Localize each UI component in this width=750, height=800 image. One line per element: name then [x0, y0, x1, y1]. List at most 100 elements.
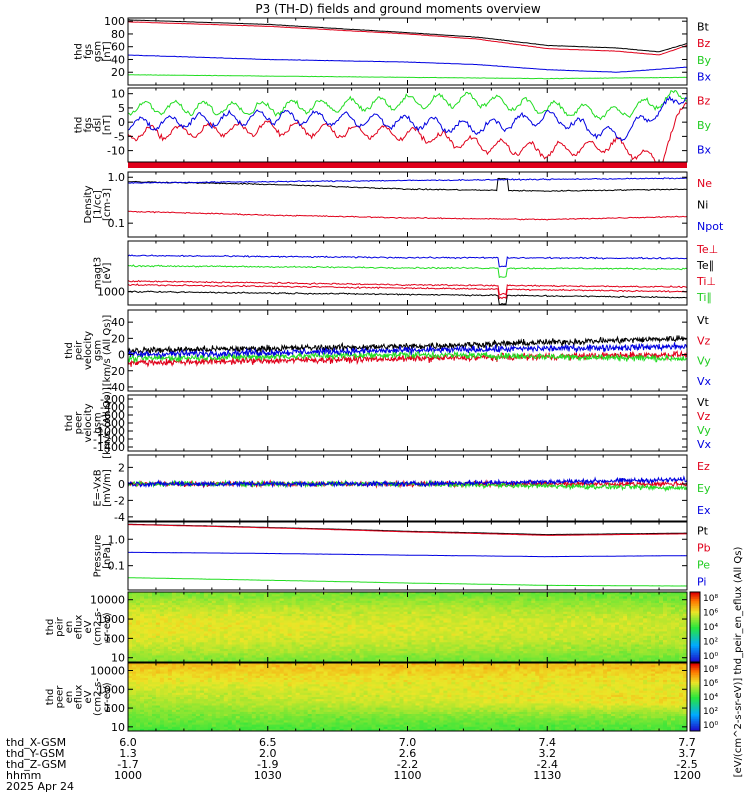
colorbar-tick-label: 10⁶ — [703, 609, 718, 619]
trace-Bz — [128, 21, 687, 56]
y-tick-label: 10 — [111, 652, 125, 665]
legend-Pt: Pt — [697, 525, 709, 538]
legend-Bx: Bx — [697, 144, 712, 157]
trace-Vy — [128, 350, 687, 364]
y-axis-label-line: thd — [45, 619, 56, 636]
x-row-value: 6.5 — [259, 736, 277, 749]
y-axis-label-line: Pressure — [93, 535, 104, 578]
y-tick-label: -400 — [100, 401, 125, 414]
panel-pressure — [128, 523, 687, 587]
colorbar — [690, 663, 700, 732]
panel-frame — [127, 240, 688, 306]
trace-Bx — [128, 54, 687, 73]
legend-Te⊥: Te⊥ — [696, 243, 718, 256]
figure-title: P3 (TH-D) fields and ground moments over… — [255, 2, 540, 16]
colorbar-tick-label: 10² — [703, 707, 718, 717]
y-tick-label: -1400 — [93, 441, 125, 454]
y-axis-label-line: E=-VxB — [93, 469, 104, 506]
y-tick-label: 10000 — [90, 664, 125, 677]
legend-Vy: Vy — [697, 424, 711, 437]
x-row-value: 7.4 — [539, 736, 557, 749]
x-row-value: 1100 — [394, 769, 422, 782]
y-tick-label: 40 — [111, 53, 125, 66]
y-axis-label-line: fgs — [83, 44, 94, 59]
legend-Vx: Vx — [697, 438, 712, 451]
trace-Pi — [128, 551, 687, 558]
spectrogram-ion_spectrogram — [128, 592, 688, 663]
legend-Npot: Npot — [697, 220, 724, 233]
y-tick-label: -600 — [100, 409, 125, 422]
y-tick-label: 100 — [104, 15, 125, 28]
y-axis-label-line: eflux — [74, 615, 85, 640]
colorbar-frame — [689, 662, 701, 732]
trace-Bz — [128, 102, 687, 162]
legend-Bx: Bx — [697, 71, 712, 84]
legend-Vz: Vz — [697, 334, 711, 347]
x-row-value: 2.0 — [259, 747, 277, 760]
red-status-bar — [128, 162, 687, 168]
x-row-value: 3.7 — [678, 747, 696, 760]
y-axis-label-line: velocity — [83, 331, 94, 370]
x-row-value: 1130 — [533, 769, 561, 782]
y-tick-label: 1000 — [97, 286, 125, 299]
colorbar-label: [eV/(cm^2-s-sr-eV)] thd_peir_en_eflux (A… — [733, 547, 744, 778]
panel-density — [128, 177, 687, 221]
legend-Pe: Pe — [697, 559, 710, 572]
x-row-value: 1000 — [114, 769, 142, 782]
colorbar-tick-label: 10² — [703, 638, 718, 648]
y-tick-label: 100 — [104, 702, 125, 715]
panel-fills — [128, 592, 700, 732]
legend-Ey: Ey — [697, 482, 711, 495]
legend-Te∥: Te∥ — [696, 259, 714, 272]
y-axis-label-line: [cm-3] — [102, 188, 113, 221]
panel-fgs_dsl — [128, 89, 687, 162]
trace-Vx — [128, 342, 687, 360]
y-axis-label-line: peer — [74, 411, 85, 435]
y-axis-label-line: thd — [64, 342, 75, 359]
panel-fgs_gsm — [128, 19, 687, 80]
y-axis-label-line: [km/s (All Qs)] — [102, 315, 113, 387]
y-axis-label-line: [eV] — [102, 263, 113, 284]
panel-efield — [128, 475, 687, 493]
x-row-label: thd_Z-GSM — [6, 758, 66, 771]
y-tick-label: 0.1 — [108, 560, 126, 573]
y-tick-label: 5 — [118, 102, 125, 115]
x-row-value: 7.7 — [678, 736, 696, 749]
x-row-value: 6.0 — [119, 736, 137, 749]
colorbar — [690, 592, 700, 663]
y-axis-label-line: eV — [83, 620, 94, 633]
x-axis-labels: thd_X-GSM 6.0 6.5 7.0 7.4 7.7 thd_Y-GSM 1.3 2.0 2… — [6, 736, 701, 793]
y-tick-label: -40 — [107, 381, 125, 394]
y-tick-label: 40 — [111, 316, 125, 329]
colorbar-tick-label: 10⁴ — [703, 623, 718, 633]
y-axis-label-line: (cm2-s- — [93, 678, 104, 716]
y-tick-label: 10 — [111, 721, 125, 734]
y-tick-label: 1000 — [97, 613, 125, 626]
y-tick-label: 0.1 — [108, 217, 126, 230]
y-tick-label: 1000 — [97, 683, 125, 696]
trace-Ni — [128, 177, 687, 192]
trace-Bt — [128, 19, 687, 53]
y-tick-label: 20 — [111, 332, 125, 345]
x-row-value: -2.5 — [676, 758, 697, 771]
y-tick-label: -200 — [100, 393, 125, 406]
y-axis-label-line: thd — [74, 117, 85, 134]
legend-Vz: Vz — [697, 410, 711, 423]
y-tick-label: 80 — [111, 28, 125, 41]
y-tick-label: 0 — [118, 116, 125, 129]
legend-Ez: Ez — [697, 460, 710, 473]
y-axis-label-line: gsm — [93, 412, 104, 433]
trace-Pe — [128, 577, 687, 587]
trace-Bx — [128, 95, 687, 142]
colorbar-tick-label: 10⁶ — [703, 679, 718, 689]
colorbar-frame — [689, 591, 701, 663]
y-axis-label-line: [nPa] — [102, 543, 113, 569]
x-row-value: -1.9 — [257, 758, 278, 771]
y-tick-label: 1.0 — [108, 171, 126, 184]
trace-Ne — [128, 210, 687, 221]
y-tick-label: 1.0 — [108, 533, 126, 546]
trace-Ti⊥ — [128, 283, 687, 300]
